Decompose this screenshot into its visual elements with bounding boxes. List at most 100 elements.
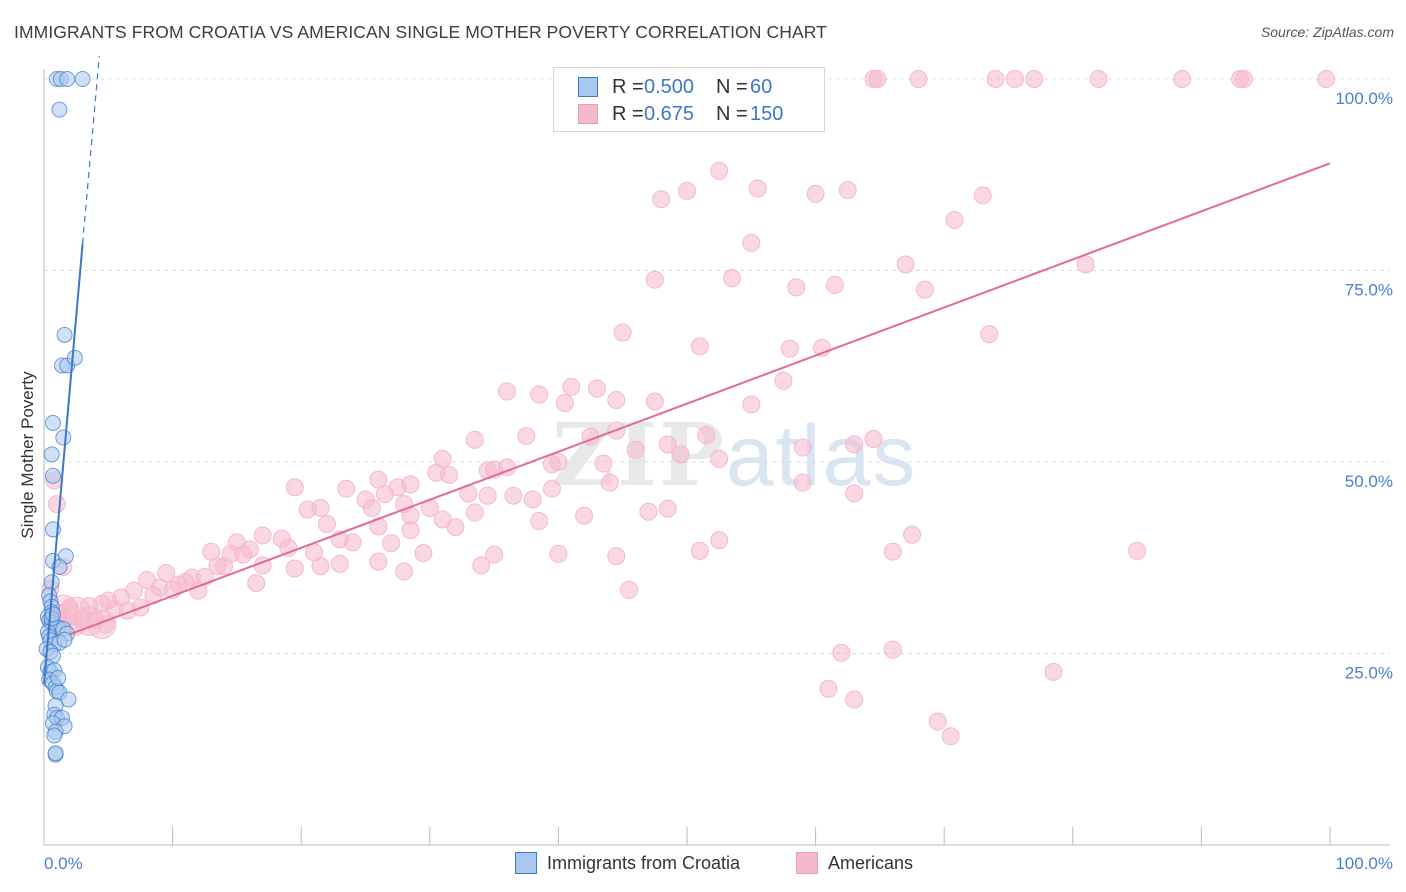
- legend-r-label: R =: [612, 102, 644, 125]
- croatia-point: [45, 414, 62, 431]
- americans-point: [883, 542, 902, 561]
- americans-point: [530, 511, 549, 530]
- americans-point: [465, 430, 484, 449]
- croatia-point: [45, 467, 62, 484]
- americans-point: [915, 280, 934, 299]
- legend-r-label: R =: [612, 75, 644, 98]
- chart-title: IMMIGRANTS FROM CROATIA VS AMERICAN SING…: [14, 22, 827, 42]
- croatia-trendline: [43, 243, 84, 685]
- americans-point: [671, 445, 690, 464]
- americans-point: [337, 479, 356, 498]
- americans-point: [678, 181, 696, 200]
- croatia-point: [60, 691, 77, 708]
- y-axis-label: Single Mother Poverty: [18, 371, 37, 539]
- croatia-point: [55, 429, 72, 446]
- americans-point: [690, 337, 709, 356]
- croatia-point: [51, 558, 68, 575]
- americans-point: [549, 544, 568, 563]
- americans-point: [208, 557, 227, 576]
- americans-point: [1089, 70, 1108, 88]
- americans-point: [555, 394, 574, 413]
- x-tick-label: 0.0%: [44, 854, 83, 873]
- americans-point: [845, 435, 864, 454]
- americans-point: [549, 453, 568, 471]
- americans-point: [658, 435, 677, 454]
- americans-point: [607, 547, 626, 566]
- legend-item-americans: Americans: [796, 852, 913, 874]
- americans-point: [780, 339, 799, 358]
- legend-row-americans: R = 0.675 N = 150: [578, 101, 783, 127]
- americans-point: [440, 466, 459, 485]
- americans-point: [819, 679, 838, 698]
- legend-n-label: N =: [716, 102, 748, 125]
- legend-r-value: 0.675: [644, 102, 695, 125]
- legend-swatch-pink: [578, 104, 598, 124]
- americans-point: [626, 440, 645, 459]
- correlation-legend: R = 0.500 N = 60 R = 0.675 N = 150: [553, 67, 825, 132]
- watermark-atlas: atlas: [725, 408, 918, 504]
- americans-point: [562, 377, 581, 396]
- americans-point: [369, 517, 388, 536]
- americans-point: [832, 643, 851, 662]
- americans-point: [973, 186, 992, 205]
- americans-point: [472, 556, 491, 575]
- y-tick-label: 50.0%: [1345, 472, 1393, 491]
- legend-swatch-blue: [515, 852, 537, 874]
- americans-point: [710, 531, 729, 550]
- americans-point: [375, 485, 394, 504]
- legend-label-americans: Americans: [828, 852, 914, 873]
- americans-point: [710, 449, 729, 468]
- americans-point: [189, 581, 208, 600]
- americans-point: [1234, 70, 1253, 88]
- americans-point: [465, 503, 484, 522]
- americans-point: [658, 499, 677, 518]
- croatia-point: [50, 670, 67, 687]
- americans-point: [369, 552, 388, 571]
- americans-point: [523, 490, 542, 509]
- croatia-point: [66, 349, 83, 366]
- series-legend: Immigrants from Croatia Americans: [0, 852, 1406, 878]
- americans-point: [504, 486, 523, 505]
- legend-n-value: 60: [750, 75, 773, 98]
- legend-item-croatia: Immigrants from Croatia: [515, 852, 740, 874]
- americans-point: [620, 580, 639, 599]
- americans-point: [986, 70, 1005, 88]
- americans-point: [645, 270, 664, 289]
- americans-point: [600, 473, 619, 492]
- americans-point: [903, 525, 922, 544]
- americans-point: [497, 382, 516, 401]
- legend-n-label: N =: [716, 75, 748, 98]
- americans-point: [253, 526, 272, 545]
- x-tick-label: 100.0%: [1335, 854, 1393, 873]
- legend-label-croatia: Immigrants from Croatia: [547, 852, 741, 873]
- americans-point: [1173, 70, 1192, 88]
- americans-point: [587, 379, 606, 398]
- americans-point: [774, 371, 793, 390]
- americans-point: [401, 521, 420, 540]
- americans-point: [825, 276, 844, 295]
- americans-point: [787, 278, 806, 297]
- americans-point: [607, 390, 626, 409]
- americans-point: [330, 554, 349, 573]
- americans-point: [697, 426, 716, 445]
- americans-point: [864, 430, 883, 449]
- americans-point: [395, 562, 414, 581]
- americans-point: [1005, 70, 1024, 88]
- americans-point: [382, 534, 401, 553]
- croatia-point: [74, 71, 91, 87]
- americans-point: [945, 210, 964, 229]
- croatia-point: [45, 606, 62, 623]
- americans-point: [247, 574, 266, 593]
- americans-point: [446, 518, 465, 537]
- americans-point: [542, 479, 561, 498]
- americans-point: [1044, 662, 1063, 681]
- croatia-trendline-extension: [81, 55, 100, 244]
- americans-point: [1317, 70, 1336, 88]
- croatia-point: [56, 326, 73, 343]
- americans-point: [793, 473, 812, 492]
- y-tick-label: 75.0%: [1345, 281, 1393, 300]
- americans-point: [575, 506, 594, 525]
- americans-point: [928, 712, 947, 731]
- americans-point: [639, 502, 658, 521]
